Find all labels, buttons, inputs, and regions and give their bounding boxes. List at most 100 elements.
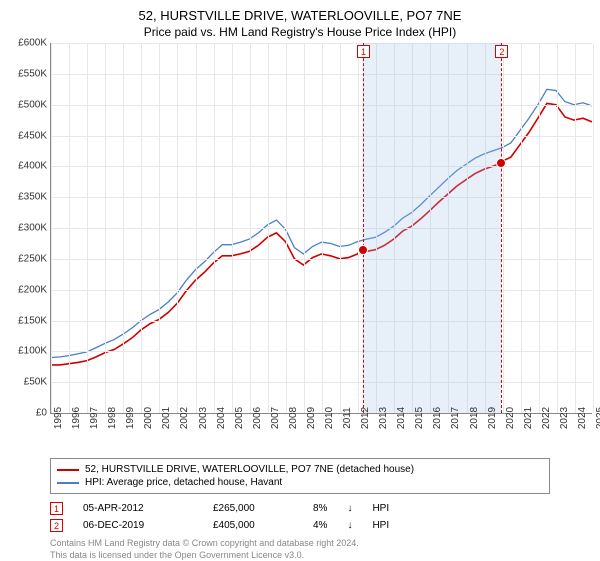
event-marker-1: 1 (50, 502, 63, 515)
x-axis-label: 2025 (595, 407, 600, 429)
x-axis-label: 2021 (523, 407, 534, 429)
x-axis-label: 2000 (143, 407, 154, 429)
x-axis-label: 2022 (541, 407, 552, 429)
x-gridline (105, 43, 107, 413)
event-date-1: 05-APR-2012 (83, 503, 193, 514)
x-axis-label: 2007 (270, 407, 281, 429)
x-gridline (557, 43, 559, 413)
x-gridline (575, 43, 577, 413)
marker-line-1 (363, 43, 364, 413)
legend-row-hpi: HPI: Average price, detached house, Hava… (57, 476, 543, 489)
x-gridline (340, 43, 342, 413)
x-axis-labels: 1995199619971998199920002001200220032004… (50, 414, 592, 452)
event-row-1: 1 05-APR-2012 £265,000 8% ↓ HPI (50, 500, 550, 517)
legend-swatch-hpi (57, 482, 79, 484)
x-axis-label: 2017 (450, 407, 461, 429)
x-axis-label: 2015 (414, 407, 425, 429)
x-axis-label: 2002 (179, 407, 190, 429)
y-axis-label: £0 (36, 408, 51, 419)
chart-title: 52, HURSTVILLE DRIVE, WATERLOOVILLE, PO7… (0, 0, 600, 23)
x-axis-label: 2003 (198, 407, 209, 429)
x-axis-label: 2024 (577, 407, 588, 429)
x-gridline (322, 43, 324, 413)
x-gridline (214, 43, 216, 413)
event-arrow-2: ↓ (347, 520, 352, 531)
footer-line1: Contains HM Land Registry data © Crown c… (50, 538, 550, 550)
event-date-2: 06-DEC-2019 (83, 520, 193, 531)
y-axis-label: £50K (24, 377, 51, 388)
legend-label-hpi: HPI: Average price, detached house, Hava… (85, 477, 282, 488)
event-arrow-1: ↓ (347, 503, 352, 514)
legend-row-property: 52, HURSTVILLE DRIVE, WATERLOOVILLE, PO7… (57, 463, 543, 476)
y-axis-label: £400K (18, 161, 51, 172)
y-axis-label: £300K (18, 223, 51, 234)
event-pct-1: 8% (313, 503, 327, 514)
x-axis-label: 2018 (469, 407, 480, 429)
x-axis-label: 2016 (432, 407, 443, 429)
event-price-2: £405,000 (213, 520, 293, 531)
y-axis-label: £200K (18, 284, 51, 295)
x-axis-label: 2019 (487, 407, 498, 429)
legend-swatch-property (57, 469, 79, 471)
event-note-1: HPI (372, 503, 389, 514)
x-axis-label: 2013 (378, 407, 389, 429)
event-pct-2: 4% (313, 520, 327, 531)
x-axis-label: 2012 (360, 407, 371, 429)
y-axis-label: £500K (18, 99, 51, 110)
event-marker-2: 2 (50, 519, 63, 532)
x-gridline (87, 43, 89, 413)
y-axis-label: £450K (18, 130, 51, 141)
shaded-period (363, 43, 501, 413)
event-price-1: £265,000 (213, 503, 293, 514)
x-gridline (123, 43, 125, 413)
x-gridline (250, 43, 252, 413)
y-axis-label: £250K (18, 253, 51, 264)
x-gridline (286, 43, 288, 413)
y-axis-label: £100K (18, 346, 51, 357)
chart-plot-area: £0£50K£100K£150K£200K£250K£300K£350K£400… (50, 43, 592, 414)
x-axis-label: 1998 (107, 407, 118, 429)
marker-dot-2 (496, 158, 506, 168)
x-axis-label: 2023 (559, 407, 570, 429)
x-gridline (304, 43, 306, 413)
x-gridline (503, 43, 505, 413)
x-gridline (593, 43, 595, 413)
x-gridline (141, 43, 143, 413)
x-axis-label: 1999 (125, 407, 136, 429)
marker-box-1: 1 (357, 45, 370, 58)
x-gridline (358, 43, 360, 413)
y-axis-label: £600K (18, 38, 51, 49)
x-axis-label: 1995 (53, 407, 64, 429)
legend-label-property: 52, HURSTVILLE DRIVE, WATERLOOVILLE, PO7… (85, 464, 414, 475)
marker-dot-1 (358, 245, 368, 255)
y-axis-label: £350K (18, 192, 51, 203)
x-axis-label: 2009 (306, 407, 317, 429)
x-axis-label: 2020 (505, 407, 516, 429)
footer-line2: This data is licensed under the Open Gov… (50, 550, 550, 561)
footer-attribution: Contains HM Land Registry data © Crown c… (50, 538, 550, 561)
x-gridline (539, 43, 541, 413)
marker-box-2: 2 (495, 45, 508, 58)
x-gridline (69, 43, 71, 413)
x-gridline (51, 43, 53, 413)
x-gridline (521, 43, 523, 413)
x-axis-label: 2001 (161, 407, 172, 429)
x-axis-label: 2008 (288, 407, 299, 429)
x-axis-label: 1997 (89, 407, 100, 429)
event-row-2: 2 06-DEC-2019 £405,000 4% ↓ HPI (50, 517, 550, 534)
chart-subtitle: Price paid vs. HM Land Registry's House … (0, 23, 600, 43)
chart-legend: 52, HURSTVILLE DRIVE, WATERLOOVILLE, PO7… (50, 458, 550, 494)
x-gridline (268, 43, 270, 413)
x-axis-label: 1996 (71, 407, 82, 429)
marker-line-2 (501, 43, 502, 413)
x-axis-label: 2004 (216, 407, 227, 429)
y-axis-label: £550K (18, 68, 51, 79)
x-gridline (177, 43, 179, 413)
x-axis-label: 2006 (252, 407, 263, 429)
events-table: 1 05-APR-2012 £265,000 8% ↓ HPI 2 06-DEC… (50, 500, 550, 534)
x-axis-label: 2005 (234, 407, 245, 429)
x-gridline (159, 43, 161, 413)
y-axis-label: £150K (18, 315, 51, 326)
x-gridline (232, 43, 234, 413)
event-note-2: HPI (372, 520, 389, 531)
